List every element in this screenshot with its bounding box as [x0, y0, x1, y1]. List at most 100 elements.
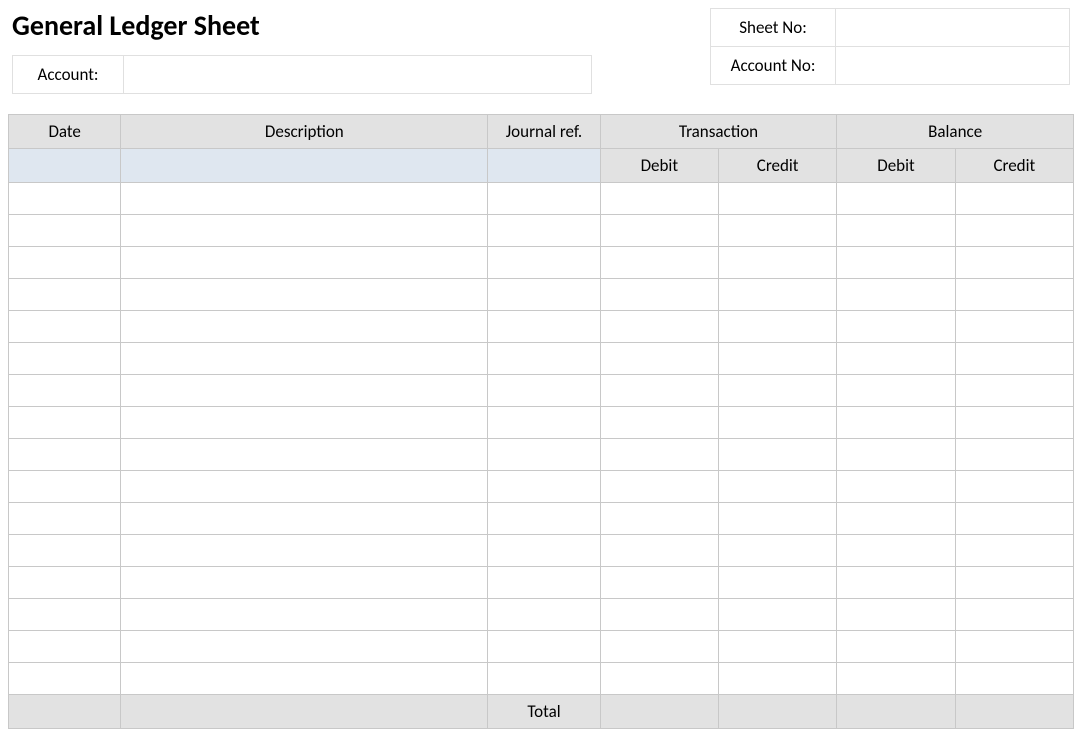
cell-transaction-credit[interactable]: [718, 215, 836, 247]
cell-balance-credit[interactable]: [955, 503, 1073, 535]
cell-balance-debit[interactable]: [837, 343, 955, 375]
cell-transaction-credit[interactable]: [718, 407, 836, 439]
cell-transaction-debit[interactable]: [600, 599, 718, 631]
cell-date[interactable]: [9, 567, 121, 599]
cell-transaction-debit[interactable]: [600, 183, 718, 215]
cell-balance-credit[interactable]: [955, 343, 1073, 375]
cell-balance-debit[interactable]: [837, 567, 955, 599]
cell-date[interactable]: [9, 599, 121, 631]
cell-date[interactable]: [9, 375, 121, 407]
cell-date[interactable]: [9, 343, 121, 375]
cell-transaction-debit[interactable]: [600, 567, 718, 599]
cell-description[interactable]: [121, 279, 488, 311]
cell-transaction-credit[interactable]: [718, 183, 836, 215]
cell-balance-credit[interactable]: [955, 631, 1073, 663]
cell-journal-ref[interactable]: [488, 631, 600, 663]
cell-journal-ref[interactable]: [488, 343, 600, 375]
cell-balance-debit[interactable]: [837, 631, 955, 663]
cell-balance-credit[interactable]: [955, 183, 1073, 215]
cell-balance-credit[interactable]: [955, 279, 1073, 311]
cell-balance-credit[interactable]: [955, 599, 1073, 631]
cell-date[interactable]: [9, 663, 121, 695]
cell-balance-debit[interactable]: [837, 503, 955, 535]
cell-date[interactable]: [9, 439, 121, 471]
cell-journal-ref[interactable]: [488, 215, 600, 247]
cell-journal-ref[interactable]: [488, 663, 600, 695]
cell-transaction-credit[interactable]: [718, 663, 836, 695]
cell-balance-credit[interactable]: [955, 247, 1073, 279]
cell-date[interactable]: [9, 183, 121, 215]
cell-date[interactable]: [9, 311, 121, 343]
cell-balance-credit[interactable]: [955, 471, 1073, 503]
cell-transaction-debit[interactable]: [600, 215, 718, 247]
cell-transaction-debit[interactable]: [600, 439, 718, 471]
cell-description[interactable]: [121, 631, 488, 663]
cell-balance-debit[interactable]: [837, 183, 955, 215]
cell-balance-debit[interactable]: [837, 407, 955, 439]
cell-description[interactable]: [121, 183, 488, 215]
cell-balance-debit[interactable]: [837, 247, 955, 279]
cell-balance-credit[interactable]: [955, 439, 1073, 471]
cell-date[interactable]: [9, 247, 121, 279]
cell-journal-ref[interactable]: [488, 375, 600, 407]
cell-description[interactable]: [121, 343, 488, 375]
cell-transaction-credit[interactable]: [718, 599, 836, 631]
cell-transaction-debit[interactable]: [600, 631, 718, 663]
cell-journal-ref[interactable]: [488, 439, 600, 471]
cell-transaction-credit[interactable]: [718, 279, 836, 311]
cell-balance-debit[interactable]: [837, 471, 955, 503]
cell-description[interactable]: [121, 503, 488, 535]
cell-date[interactable]: [9, 631, 121, 663]
cell-balance-debit[interactable]: [837, 375, 955, 407]
cell-date[interactable]: [9, 215, 121, 247]
cell-transaction-credit[interactable]: [718, 631, 836, 663]
cell-description[interactable]: [121, 663, 488, 695]
account-input[interactable]: [124, 55, 592, 94]
cell-balance-debit[interactable]: [837, 663, 955, 695]
cell-transaction-debit[interactable]: [600, 375, 718, 407]
cell-balance-credit[interactable]: [955, 535, 1073, 567]
cell-journal-ref[interactable]: [488, 279, 600, 311]
account-no-input[interactable]: [836, 47, 1070, 85]
cell-transaction-credit[interactable]: [718, 503, 836, 535]
cell-transaction-credit[interactable]: [718, 343, 836, 375]
cell-balance-credit[interactable]: [955, 215, 1073, 247]
cell-transaction-credit[interactable]: [718, 535, 836, 567]
cell-description[interactable]: [121, 215, 488, 247]
cell-balance-debit[interactable]: [837, 439, 955, 471]
cell-description[interactable]: [121, 311, 488, 343]
cell-balance-debit[interactable]: [837, 599, 955, 631]
cell-balance-credit[interactable]: [955, 663, 1073, 695]
cell-date[interactable]: [9, 407, 121, 439]
cell-balance-debit[interactable]: [837, 215, 955, 247]
cell-transaction-debit[interactable]: [600, 407, 718, 439]
cell-journal-ref[interactable]: [488, 407, 600, 439]
cell-journal-ref[interactable]: [488, 535, 600, 567]
cell-description[interactable]: [121, 375, 488, 407]
cell-transaction-debit[interactable]: [600, 663, 718, 695]
cell-journal-ref[interactable]: [488, 567, 600, 599]
cell-date[interactable]: [9, 279, 121, 311]
cell-transaction-debit[interactable]: [600, 535, 718, 567]
cell-transaction-debit[interactable]: [600, 311, 718, 343]
cell-transaction-credit[interactable]: [718, 567, 836, 599]
cell-transaction-credit[interactable]: [718, 471, 836, 503]
cell-transaction-debit[interactable]: [600, 247, 718, 279]
cell-balance-credit[interactable]: [955, 567, 1073, 599]
cell-balance-debit[interactable]: [837, 279, 955, 311]
cell-balance-debit[interactable]: [837, 535, 955, 567]
cell-journal-ref[interactable]: [488, 247, 600, 279]
cell-date[interactable]: [9, 535, 121, 567]
cell-transaction-credit[interactable]: [718, 375, 836, 407]
cell-description[interactable]: [121, 599, 488, 631]
cell-transaction-debit[interactable]: [600, 471, 718, 503]
cell-description[interactable]: [121, 439, 488, 471]
cell-balance-credit[interactable]: [955, 311, 1073, 343]
cell-balance-credit[interactable]: [955, 407, 1073, 439]
cell-journal-ref[interactable]: [488, 183, 600, 215]
cell-transaction-debit[interactable]: [600, 503, 718, 535]
cell-description[interactable]: [121, 407, 488, 439]
cell-description[interactable]: [121, 471, 488, 503]
cell-journal-ref[interactable]: [488, 311, 600, 343]
cell-transaction-credit[interactable]: [718, 247, 836, 279]
